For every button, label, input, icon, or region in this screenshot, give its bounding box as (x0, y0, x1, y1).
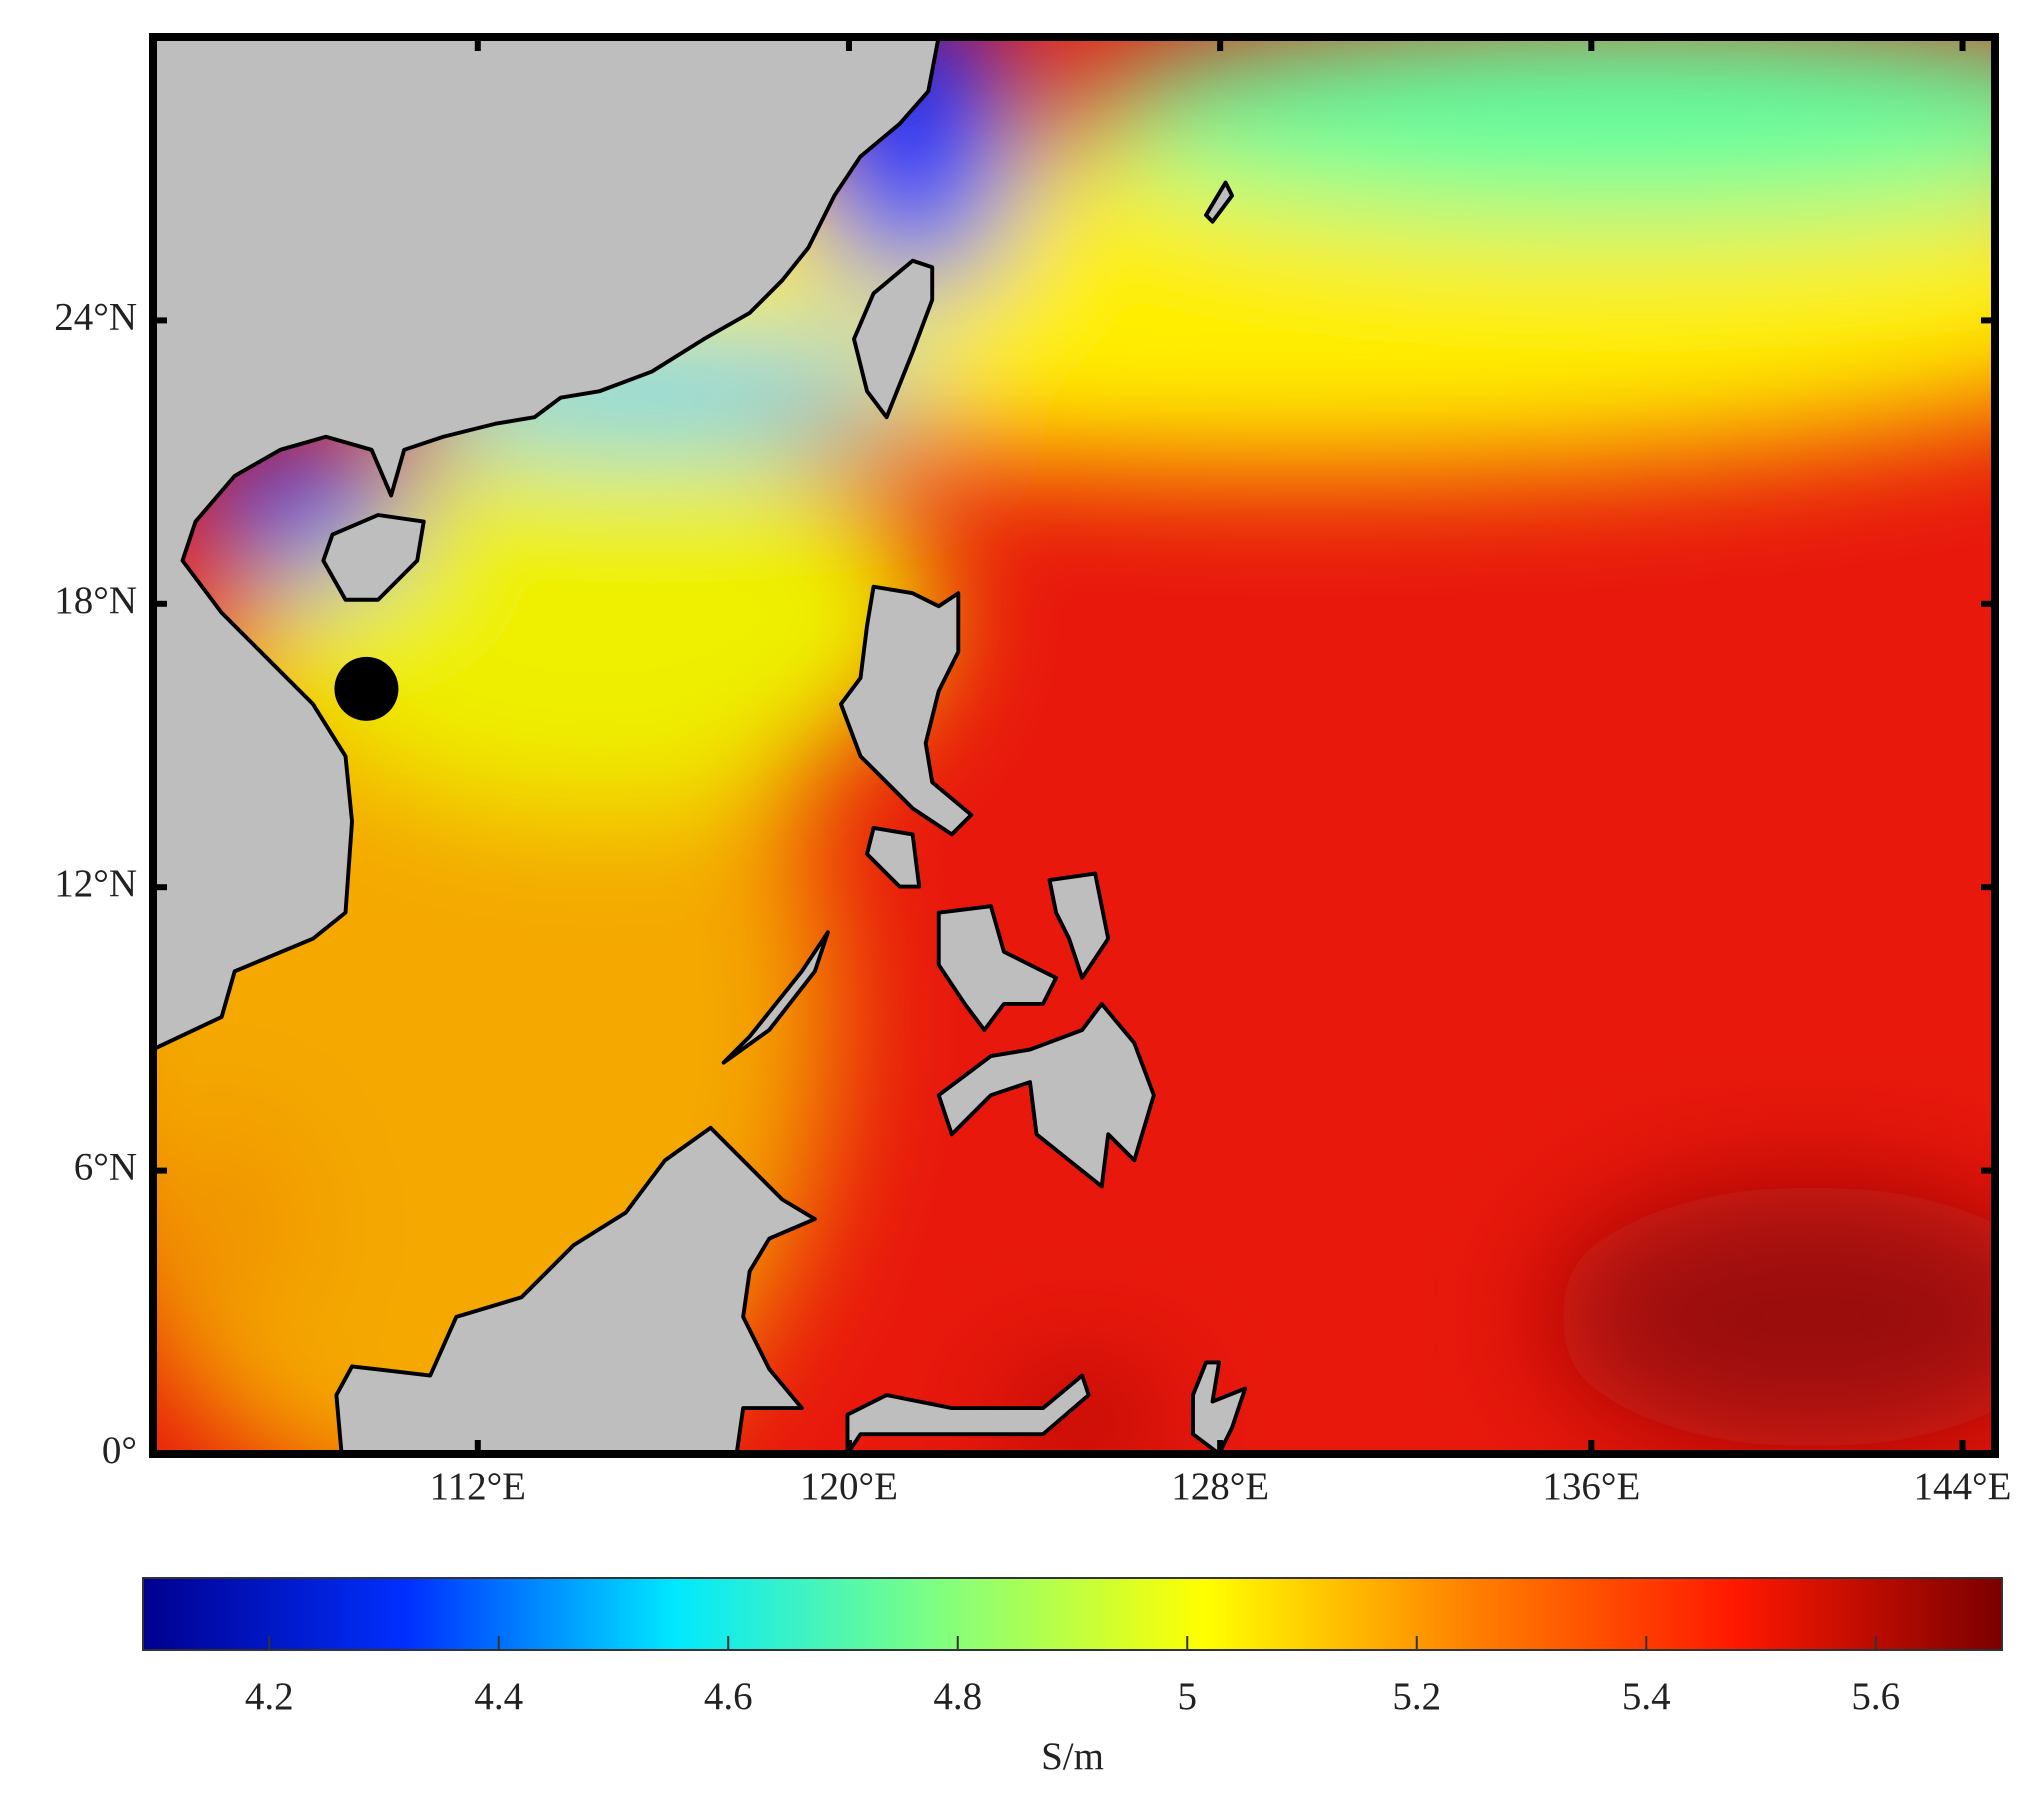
y-tick-label: 24°N (54, 295, 137, 338)
halmahera (1191, 1360, 1248, 1456)
marker (334, 656, 399, 721)
x-tick-label: 128°E (1171, 1465, 1269, 1508)
x-tick-label: 112°E (430, 1465, 526, 1508)
colorbar-tick-label: 4.6 (704, 1675, 753, 1718)
colorbar-tick-label: 5.6 (1851, 1675, 1900, 1718)
colorbar-tick-label: 4.8 (933, 1675, 982, 1718)
y-tick-label: 0° (102, 1429, 137, 1472)
colorbar-tick-label: 5.4 (1622, 1675, 1671, 1718)
y-tick-label: 12°N (54, 862, 137, 905)
colorbar-tick-label: 4.2 (245, 1675, 294, 1718)
samar (1047, 871, 1111, 980)
okinawa (1204, 180, 1235, 224)
map-frame (149, 33, 1999, 1458)
y-tick-label: 18°N (54, 579, 137, 622)
colorbar-tick-label: 5.2 (1392, 1675, 1441, 1718)
y-tick-label: 6°N (74, 1146, 137, 1189)
hainan (321, 513, 426, 602)
colorbar-tick-label: 5 (1178, 1675, 1198, 1718)
x-tick-label: 120°E (800, 1465, 898, 1508)
luzon (838, 584, 974, 837)
sulawesi (845, 1373, 1091, 1456)
colorbar (142, 1577, 2003, 1651)
map-layer (150, 34, 1995, 1456)
x-tick-label: 144°E (1914, 1465, 2012, 1508)
x-tick-label: 136°E (1542, 1465, 1640, 1508)
taiwan (852, 258, 935, 420)
palawan (721, 930, 830, 1065)
land (150, 34, 1248, 1456)
china (150, 34, 941, 1052)
visayas (936, 904, 1059, 1032)
mindanao (936, 1001, 1156, 1189)
mindoro (865, 825, 922, 889)
colorbar-label: S/m (1041, 1735, 1104, 1778)
colorbar-tick-label: 4.4 (474, 1675, 523, 1718)
